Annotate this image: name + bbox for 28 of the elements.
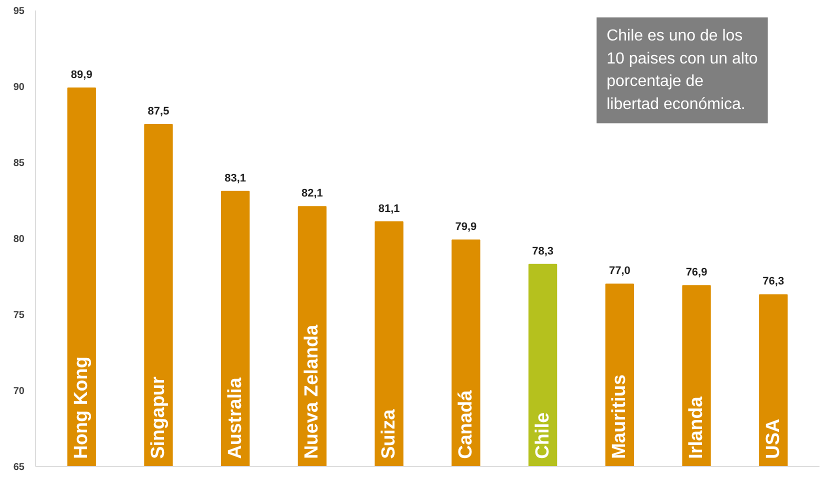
data-label: 79,9 xyxy=(455,221,477,234)
data-label: 81,1 xyxy=(378,202,400,215)
data-label: 78,3 xyxy=(532,245,554,258)
data-label: 89,9 xyxy=(70,69,92,82)
x-tick-label: USA xyxy=(762,418,784,459)
y-tick-label: 85 xyxy=(13,158,25,169)
y-tick-label: 70 xyxy=(13,386,25,397)
x-tick-label: Irlanda xyxy=(686,396,708,459)
data-label: 76,9 xyxy=(686,266,708,279)
y-tick-label: 65 xyxy=(13,462,25,473)
x-tick-label: Hong Kong xyxy=(71,356,92,459)
x-tick-label: Mauritius xyxy=(609,374,630,459)
x-tick-label: Singapur xyxy=(148,376,169,459)
y-tick-label: 75 xyxy=(13,310,25,321)
y-tick-label: 95 xyxy=(13,6,25,17)
data-label: 76,3 xyxy=(762,276,784,288)
y-tick-label: 90 xyxy=(13,82,25,93)
x-tick-label: Australia xyxy=(224,377,246,459)
x-tick-label: Suiza xyxy=(378,408,400,459)
data-label: 83,1 xyxy=(224,172,246,184)
data-label: 77,0 xyxy=(608,265,630,278)
data-label: 82,1 xyxy=(302,188,323,200)
y-tick-label: 80 xyxy=(13,234,25,245)
x-tick-label: Chile xyxy=(532,412,554,459)
data-label: 87,5 xyxy=(148,106,170,118)
annotation: Chile es uno de los 10 paises con un alto porcentaje de libertad económica. xyxy=(606,27,758,114)
x-tick-label: Canadá xyxy=(455,390,476,459)
x-tick-label: Nueva Zelanda xyxy=(302,324,323,459)
